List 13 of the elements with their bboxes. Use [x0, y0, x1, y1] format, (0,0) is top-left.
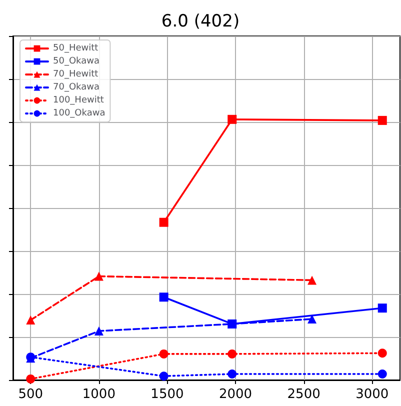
chart-title: 6.0 (402)	[161, 12, 240, 32]
x-tick-label: 3000	[356, 387, 389, 402]
legend-label: 70_Hewitt	[53, 70, 99, 80]
x-tick-label: 500	[18, 387, 44, 402]
legend-label: 100_Hewitt	[53, 96, 104, 106]
legend-label: 70_Okawa	[53, 82, 100, 92]
x-tick-label: 1000	[82, 387, 116, 402]
x-tick-label: 2000	[218, 387, 252, 402]
x-tick-label: 2500	[287, 387, 320, 402]
legend-label: 50_Okawa	[53, 56, 100, 66]
legend-label: 100_Okawa	[53, 108, 106, 118]
x-tick-label: 1500	[150, 387, 184, 402]
legend-label: 50_Hewitt	[53, 44, 99, 54]
